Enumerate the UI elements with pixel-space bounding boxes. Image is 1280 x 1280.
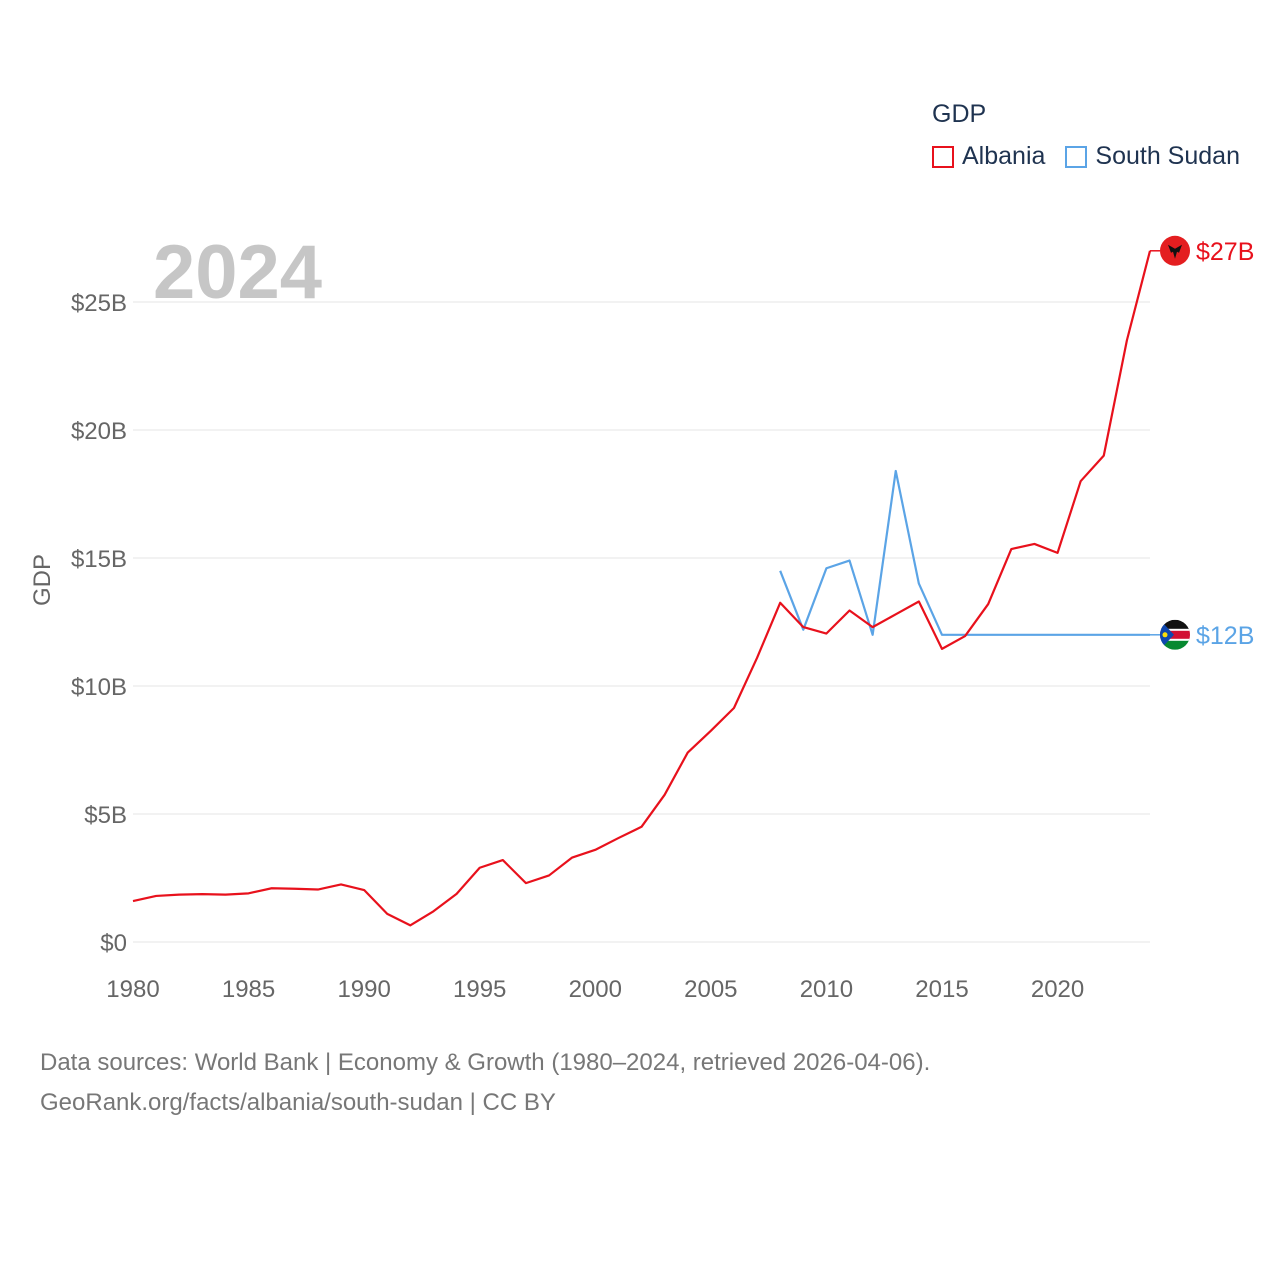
x-tick-label-2000: 2000 (569, 976, 622, 1003)
legend-item-south-sudan[interactable]: South Sudan (1065, 142, 1240, 171)
end-label-albania: $27B (1196, 238, 1254, 266)
flag-band-green (1160, 639, 1190, 650)
x-tick-label-1980: 1980 (106, 976, 159, 1003)
y-tick-label-0: $0 (100, 930, 127, 957)
legend-swatch-south-sudan (1065, 145, 1088, 168)
series-line-albania (132, 250, 1152, 927)
y-tick-label-25: $25B (71, 290, 127, 317)
flag-stripe-white-bottom (1160, 638, 1190, 641)
y-tick-label-5: $5B (84, 802, 127, 829)
x-tick-label-1985: 1985 (222, 976, 275, 1003)
x-tick-label-2010: 2010 (800, 976, 853, 1003)
y-axis-label: GDP (29, 554, 56, 606)
year-label: 2024 (153, 230, 322, 315)
y-tick-label-10: $10B (71, 674, 127, 701)
series-line-south-sudan (779, 469, 1150, 636)
y-tick-label-15: $15B (71, 546, 127, 573)
legend-title: GDP (932, 100, 987, 128)
x-tick-label-1990: 1990 (337, 976, 390, 1003)
x-tick-label-1995: 1995 (453, 976, 506, 1003)
legend: Albania South Sudan (932, 142, 1260, 171)
south-sudan-flag-icon (1160, 619, 1190, 650)
legend-label-albania: Albania (962, 142, 1046, 170)
y-axis-ticks: $0 $5B $10B $15B $20B $25B (71, 290, 127, 957)
footer-attribution: GeoRank.org/facts/albania/south-sudan | … (40, 1089, 556, 1116)
legend-item-albania[interactable]: Albania (932, 142, 1045, 171)
albania-eagle (1168, 244, 1182, 259)
y-tick-label-20: $20B (71, 418, 127, 445)
legend-label-south-sudan: South Sudan (1095, 142, 1240, 170)
x-tick-label-2020: 2020 (1031, 976, 1084, 1003)
flag-star (1162, 632, 1168, 638)
x-tick-label-2005: 2005 (684, 976, 737, 1003)
flag-band-red (1160, 629, 1190, 640)
grid-lines (133, 301, 1150, 943)
legend-swatch-albania (932, 145, 954, 168)
albania-flag-icon (1160, 235, 1190, 266)
footer-sources: Data sources: World Bank | Economy & Gro… (40, 1049, 931, 1076)
end-label-south-sudan: $12B (1196, 622, 1254, 650)
x-axis-ticks: 1980 1985 1990 1995 2000 2005 2010 2015 2020 (106, 976, 1084, 1003)
series-lines (132, 250, 1152, 927)
x-tick-label-2015: 2015 (915, 976, 968, 1003)
end-markers: $27B $12B (1150, 235, 1254, 650)
footer: Data sources: World Bank | Economy & Gro… (40, 1043, 930, 1123)
flag-band-black (1160, 619, 1190, 630)
flag-stripe-white-top (1160, 628, 1190, 631)
south-sudan-flag-body (1160, 619, 1190, 650)
